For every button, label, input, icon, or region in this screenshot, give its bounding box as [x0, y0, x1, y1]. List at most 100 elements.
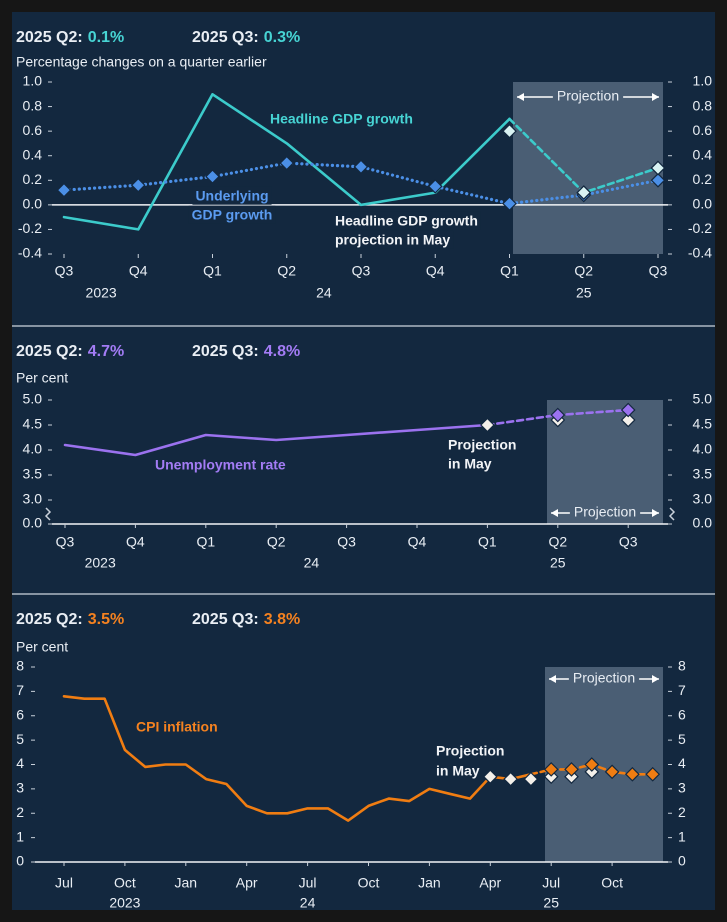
diamond-marker	[564, 762, 579, 777]
diamond-marker	[604, 764, 620, 780]
headline-label: 2025 Q3:	[192, 343, 259, 360]
subtitle: Per cent	[16, 370, 68, 386]
x-tick-label: Q1	[203, 263, 222, 279]
headline-label: 2025 Q2:	[16, 29, 83, 46]
y-tick-label: 0.6	[23, 122, 43, 138]
diamond-marker	[650, 160, 666, 176]
y-tick-label: 4	[16, 755, 24, 771]
y2-tick-label: -0.4	[688, 245, 712, 261]
y-tick-label: 1.0	[23, 73, 43, 89]
y2-tick-label: 4.5	[693, 416, 713, 432]
x-tick-label: Q3	[55, 263, 74, 279]
diamond-marker	[353, 159, 369, 175]
x-tick-label: Q2	[574, 263, 593, 279]
x-tick-label: Jan	[418, 875, 441, 891]
diamond-marker	[130, 177, 146, 193]
y2-tick-label: 4	[678, 755, 686, 771]
subtitle: Per cent	[16, 639, 68, 655]
diamond-marker	[620, 412, 636, 428]
annotation: in May	[448, 456, 492, 472]
diamond-marker	[523, 771, 539, 787]
y-tick-label: 3	[16, 780, 24, 796]
x-tick-label: Q2	[548, 534, 567, 550]
x-tick-label: Q3	[352, 263, 371, 279]
projection-label: Projection	[557, 88, 619, 104]
diamond-marker	[482, 769, 498, 785]
headline-label: 2025 Q3:	[192, 29, 259, 46]
headline: 2025 Q3: 4.8%	[192, 343, 300, 360]
y2-tick-label: 0.2	[693, 171, 713, 187]
y2-tick-label: 0.0	[693, 196, 713, 212]
y-tick-label: 5	[16, 731, 24, 747]
y2-tick-label: 0	[678, 853, 686, 869]
annotation: CPI inflation	[136, 719, 218, 735]
y2-tick-label: 7	[678, 682, 686, 698]
series-line	[63, 423, 489, 457]
y-tick-label: 4.0	[23, 441, 43, 457]
y-tick-label: 4.5	[23, 416, 43, 432]
projection-arrowhead	[549, 675, 556, 683]
x-tick-label: Jan	[175, 875, 198, 891]
headline: 2025 Q2: 4.7%	[16, 343, 124, 360]
x-tick-label: Q4	[129, 263, 148, 279]
headline-label: 2025 Q3:	[192, 611, 259, 628]
y2-tick-label: 3	[678, 780, 686, 796]
x-tick-label: Q2	[267, 534, 286, 550]
y-tick-label: 1	[16, 828, 24, 844]
projection-arrowhead	[652, 675, 659, 683]
x-tick-label: Oct	[358, 875, 380, 891]
x-tick-label: Jul	[299, 875, 317, 891]
x-tick-label: Jul	[542, 875, 560, 891]
y2-tick-label: 3.5	[693, 466, 713, 482]
y-tick-label: 7	[16, 682, 24, 698]
diamond-marker	[503, 771, 518, 787]
x-tick-label: Apr	[479, 875, 501, 891]
annotation: Headline GDP growth	[335, 213, 478, 229]
x-tick-label: Q3	[619, 534, 638, 550]
diamond-marker	[645, 766, 661, 782]
headline-value: 3.5%	[88, 611, 124, 628]
year-label: 25	[576, 285, 592, 301]
headline: 2025 Q3: 0.3%	[192, 29, 300, 46]
y2-tick-label: 5.0	[693, 391, 713, 407]
annotation-bg	[188, 205, 276, 224]
x-tick-label: Oct	[601, 875, 623, 891]
y2-tick-label: -0.2	[688, 220, 712, 236]
projection-arrowhead	[652, 93, 659, 101]
year-label: 24	[316, 285, 332, 301]
projection-shade	[547, 400, 663, 524]
y2-tick-label: 0.6	[693, 122, 713, 138]
diamond-marker	[502, 196, 517, 211]
y2-tick-label: 4.0	[693, 441, 713, 457]
diamond-marker	[205, 169, 220, 184]
y-tick-label: 2	[16, 804, 24, 820]
headline-label: 2025 Q2:	[16, 611, 83, 628]
diamond-marker	[543, 762, 559, 777]
headline-label: 2025 Q2:	[16, 343, 83, 360]
y2-tick-label: 1.0	[693, 73, 713, 89]
diamond-marker	[550, 407, 566, 423]
headline-value: 0.3%	[264, 29, 300, 46]
year-label: 25	[550, 555, 566, 571]
y-tick-label: -0.2	[18, 220, 42, 236]
x-tick-label: Q3	[649, 263, 668, 279]
projection-arrowhead	[551, 509, 558, 517]
x-tick-label: Q2	[277, 263, 296, 279]
projection-arrowhead	[652, 509, 659, 517]
diamond-marker	[279, 155, 295, 171]
subtitle: Percentage changes on a quarter earlier	[16, 54, 267, 70]
annotation: Unemployment rate	[155, 457, 286, 473]
y2-tick-label: 0.0	[693, 515, 713, 531]
x-tick-label: Q3	[337, 534, 356, 550]
y2-tick-label: 0.4	[693, 146, 713, 162]
headline-value: 3.8%	[264, 611, 300, 628]
y2-tick-label: 1	[678, 828, 686, 844]
diamond-marker	[502, 123, 517, 139]
year-label: 24	[304, 555, 320, 571]
annotation: Projection	[436, 743, 504, 759]
annotation: projection in May	[335, 232, 450, 248]
x-tick-label: Q1	[478, 534, 497, 550]
diamond-marker	[584, 757, 600, 772]
